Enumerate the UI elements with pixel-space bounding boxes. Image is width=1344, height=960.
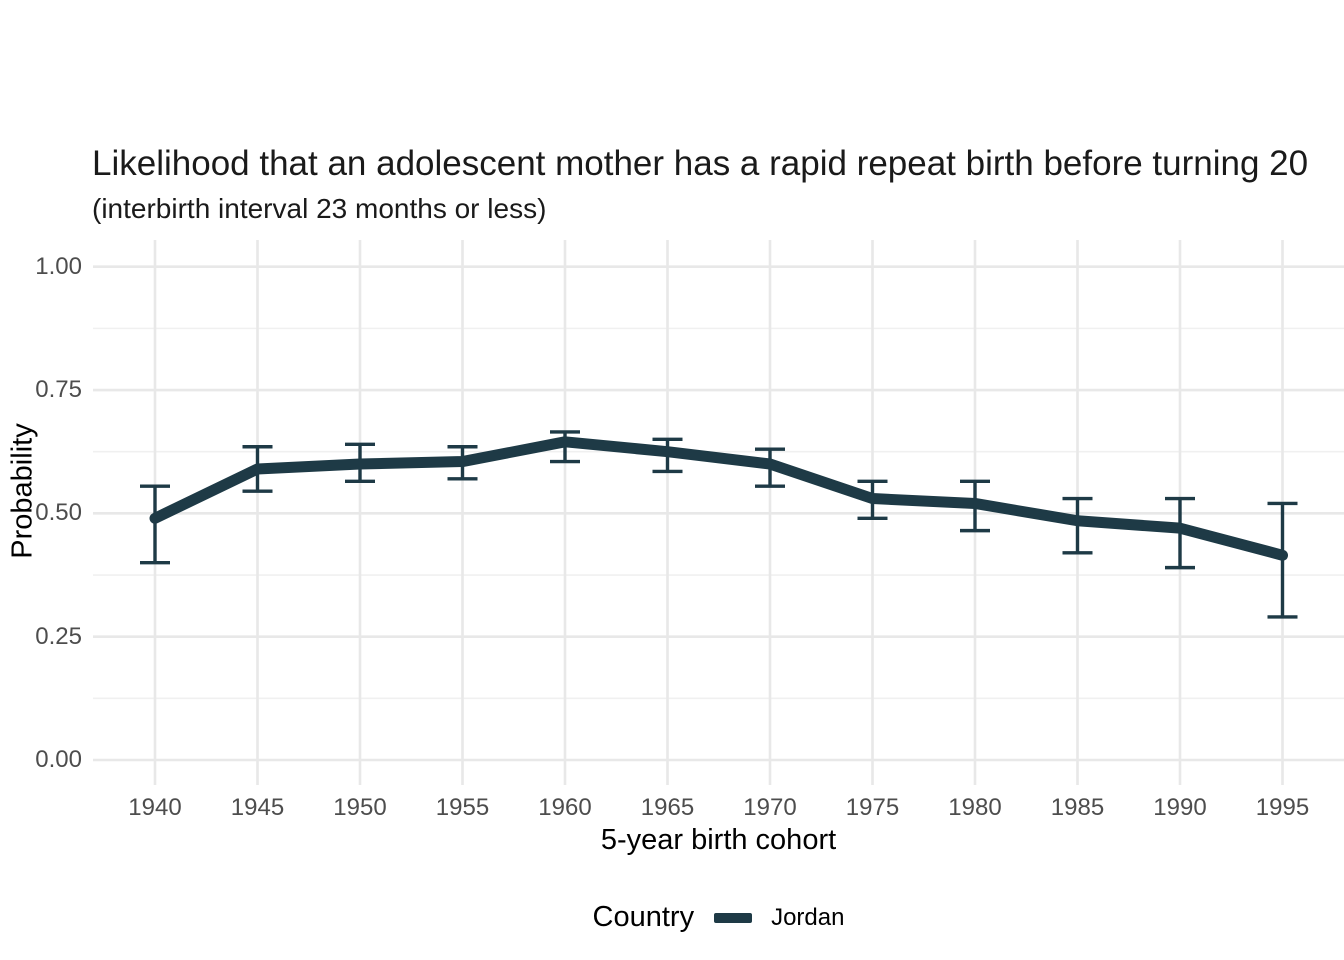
y-axis-title: Probability	[6, 423, 39, 559]
legend-entry-jordan: Jordan	[771, 903, 845, 931]
x-tick-label: 1950	[333, 794, 387, 821]
chart-subtitle: (interbirth interval 23 months or less)	[92, 193, 547, 224]
legend: Country Jordan	[93, 901, 1344, 934]
x-tick-label: 1940	[128, 794, 182, 821]
y-tick-label: 0.50	[35, 499, 82, 527]
y-tick-label: 0.25	[35, 622, 82, 650]
x-tick-label: 1960	[538, 794, 592, 821]
x-tick-label: 1980	[948, 794, 1002, 821]
x-tick-label: 1990	[1153, 794, 1207, 821]
x-tick-label: 1945	[230, 794, 285, 821]
x-tick-label: 1970	[743, 794, 797, 821]
series-line-jordan	[149, 436, 1288, 561]
y-tick-label: 1.00	[35, 252, 82, 280]
x-tick-label: 1995	[1255, 794, 1310, 821]
x-axis-title: 5-year birth cohort	[600, 824, 837, 856]
y-tick-label: 0.00	[35, 746, 82, 773]
x-tick-label: 1965	[640, 794, 695, 821]
legend-title: Country	[592, 901, 695, 933]
y-tick-label: 0.75	[35, 376, 82, 404]
x-tick-label: 1955	[435, 794, 490, 821]
chart-title: Likelihood that an adolescent mother has…	[92, 144, 1309, 183]
x-tick-label: 1975	[845, 794, 900, 821]
x-tick-label: 1985	[1050, 794, 1105, 821]
legend-swatch-jordan	[714, 912, 753, 923]
